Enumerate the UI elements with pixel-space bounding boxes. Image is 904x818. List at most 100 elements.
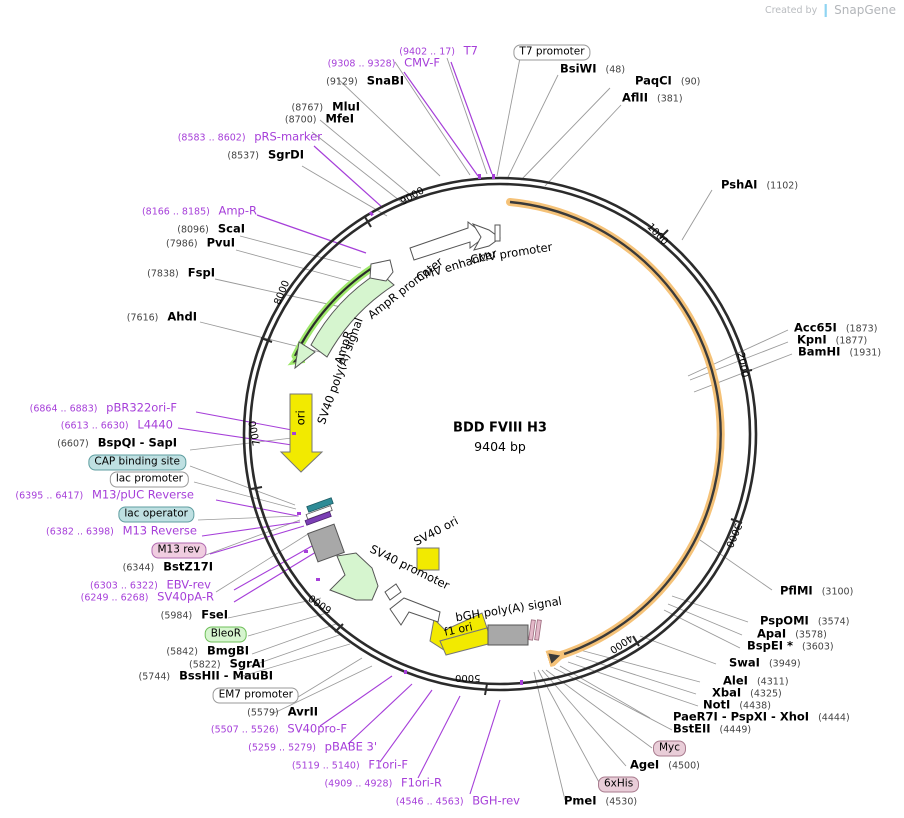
label-alei[interactable]: AleI (4311) [723, 675, 789, 687]
label-avrii[interactable]: (5579) AvrII [247, 706, 318, 718]
badge-label: lac promoter [109, 471, 189, 488]
label-pos: (5119 .. 5140) [291, 760, 360, 772]
label-bleor[interactable]: BleoR [204, 623, 247, 643]
label-pshai[interactable]: PshAI (1102) [721, 179, 798, 191]
label-pos: (7986) [166, 238, 198, 250]
label-paer7i-pspxi-xhoi[interactable]: PaeR7I - PspXI - XhoI (4444) [673, 711, 850, 723]
label-bsshii-maubi[interactable]: (5744) BssHII - MauBI [139, 670, 273, 682]
label-pos: (6249 .. 6268) [80, 592, 149, 604]
label-sv40pa-r-primer[interactable]: (6249 .. 6268) SV40pA-R [81, 591, 214, 603]
label-apai[interactable]: ApaI (3578) [757, 628, 827, 640]
label-amp-r-primer[interactable]: (8166 .. 8185) Amp-R [142, 205, 257, 217]
label-pos: (3100) [821, 586, 854, 598]
label-xbai[interactable]: XbaI (4325) [712, 687, 782, 699]
label-name: PaeR7I - PspXI - XhoI [673, 709, 810, 724]
label-fspi[interactable]: (7838) FspI [147, 267, 215, 279]
label-f1ori-f-primer[interactable]: (5119 .. 5140) F1ori-F [292, 759, 408, 771]
label-myc-tag[interactable]: Myc [653, 737, 687, 757]
ampr-gene-arrow[interactable] [287, 264, 395, 370]
label-m13-puc-reverse-primer[interactable]: (6395 .. 6417) M13/pUC Reverse [15, 489, 194, 501]
label-t7-promoter[interactable]: T7 promoter [513, 41, 591, 61]
label-ebv-rev-primer[interactable]: (6303 .. 6322) EBV-rev [90, 579, 211, 591]
label-name: T7 [463, 43, 478, 58]
badge-label: M13 rev [151, 542, 206, 559]
label-m13-rev[interactable]: M13 rev [151, 539, 206, 559]
label-acc65i[interactable]: Acc65I (1873) [794, 322, 877, 334]
label-6xhis-tag[interactable]: 6xHis [598, 773, 640, 793]
label-mfei[interactable]: (8700) MfeI [285, 113, 354, 125]
label-pos: (8166 .. 8185) [141, 206, 210, 218]
label-f1ori-r-primer[interactable]: (4909 .. 4928) F1ori-R [324, 777, 442, 789]
label-mlui[interactable]: (8767) MluI [292, 101, 360, 113]
label-pflmi[interactable]: PflMI (3100) [780, 585, 853, 597]
label-pos: (6607) [57, 438, 89, 450]
label-bstz17i[interactable]: (6344) BstZ17I [123, 561, 213, 573]
bdd-fviii-gene-arc[interactable] [506, 198, 725, 657]
label-scai[interactable]: (8096) ScaI [177, 223, 245, 235]
sv40-polya-signal-box[interactable] [307, 523, 345, 563]
label-bspei[interactable]: BspEI * (3603) [747, 640, 834, 652]
label-em7-promoter[interactable]: EM7 promoter [212, 684, 299, 704]
label-name: BGH-rev [472, 793, 520, 808]
label-pmei[interactable]: PmeI (4530) [564, 795, 637, 807]
label-kpni[interactable]: KpnI (1877) [797, 334, 867, 346]
label-sgrai[interactable]: (5822) SgrAI [189, 658, 265, 670]
label-name: NotI [703, 697, 731, 712]
plasmid-backbone[interactable] [242, 176, 758, 692]
label-prs-marker-primer[interactable]: (8583 .. 8602) pRS-marker [178, 131, 322, 143]
label-bmgbi[interactable]: (5842) BmgBI [166, 645, 249, 657]
label-snabi[interactable]: (9129) SnaBI [326, 75, 404, 87]
label-paqci[interactable]: PaqCI (90) [635, 75, 700, 87]
label-name: FspI [187, 265, 215, 280]
sv40-promoter-arrow[interactable] [329, 552, 379, 601]
label-pos: (9129) [326, 76, 358, 88]
label-bgh-rev-primer[interactable]: (4546 .. 4563) BGH-rev [396, 795, 520, 807]
label-bamhi[interactable]: BamHI (1931) [798, 346, 881, 358]
label-lac-promoter[interactable]: lac promoter [109, 468, 189, 488]
label-pos: (6864 .. 6883) [29, 403, 98, 415]
label-pvui[interactable]: (7986) PvuI [166, 237, 235, 249]
label-m13-reverse-primer[interactable]: (6382 .. 6398) M13 Reverse [46, 525, 197, 537]
label-bspqi-sapi[interactable]: (6607) BspQI - SapI [57, 437, 177, 449]
label-lac-operator[interactable]: lac operator [118, 503, 194, 523]
label-pos: (3578) [795, 629, 827, 641]
f1-ori-white-arrow[interactable] [389, 597, 441, 626]
label-ahdi[interactable]: (7616) AhdI [127, 311, 197, 323]
leader-lines-primers-lower-left [319, 675, 501, 795]
label-agei[interactable]: AgeI (4500) [630, 759, 700, 771]
label-name: PshAI [721, 177, 758, 192]
label-name: BamHI [798, 344, 841, 359]
label-t7-primer[interactable]: (9402 .. 17) T7 [399, 45, 478, 57]
label-sgrdi[interactable]: (8537) SgrDI [227, 149, 304, 161]
badge-label: 6xHis [598, 776, 640, 793]
label-cap-binding-site[interactable]: CAP binding site [88, 451, 186, 471]
label-pos: (1873) [845, 323, 878, 335]
label-bsiwi[interactable]: BsiWI (48) [560, 63, 625, 75]
label-pbabe3-primer[interactable]: (5259 .. 5279) pBABE 3' [248, 741, 377, 753]
label-pos: (5984) [160, 610, 193, 622]
badge-label: lac operator [118, 506, 194, 523]
label-pbr322ori-f-primer[interactable]: (6864 .. 6883) pBR322ori-F [30, 402, 177, 414]
bgh-polya-signal-box[interactable] [487, 624, 529, 646]
label-cmv-f-primer[interactable]: (9308 .. 9328) CMV-F [328, 57, 440, 69]
ori-arrow[interactable] [279, 393, 324, 473]
sv40-ori-box[interactable] [416, 547, 440, 571]
label-sv40pro-f-primer[interactable]: (5507 .. 5526) SV40pro-F [211, 723, 347, 735]
label-pos: (6613 .. 6630) [60, 420, 129, 432]
label-l4440-primer[interactable]: (6613 .. 6630) L4440 [61, 419, 173, 431]
label-name: CMV-F [404, 55, 440, 70]
label-pspomi[interactable]: PspOMI (3574) [760, 615, 849, 627]
label-pos: (5259 .. 5279) [248, 742, 316, 754]
label-fsei[interactable]: (5984) FseI [161, 609, 228, 621]
label-swai[interactable]: SwaI (3949) [729, 657, 801, 669]
label-pos: (5842) [166, 646, 198, 658]
ampr-promoter-arrow[interactable] [369, 259, 394, 282]
label-noti[interactable]: NotI (4438) [703, 699, 771, 711]
label-pos: (4325) [750, 688, 782, 700]
cmv-promoter-arrow[interactable] [471, 223, 501, 251]
label-name: AgeI [630, 757, 660, 772]
leader-lines-mid-left [189, 437, 309, 593]
label-bsteii[interactable]: BstEII (4449) [673, 723, 751, 735]
label-aflii[interactable]: AflII (381) [622, 92, 683, 104]
